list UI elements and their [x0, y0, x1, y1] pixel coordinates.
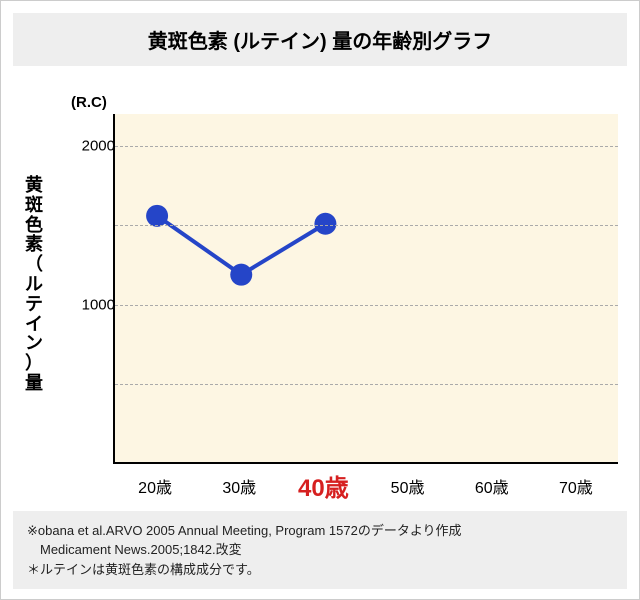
- x-tick-label: 20歳: [138, 474, 172, 498]
- y-unit-label: (R.C): [71, 94, 107, 111]
- footnote-line-1: ※obana et al.ARVO 2005 Annual Meeting, P…: [27, 521, 613, 541]
- x-tick-label: 70歳: [559, 474, 593, 498]
- chart-title: 黄斑色素 (ルテイン) 量の年齢別グラフ: [13, 25, 627, 54]
- series-marker: [230, 264, 252, 286]
- footnote-line-3: ＊ルテインは黄斑色素の構成成分です。: [27, 560, 613, 580]
- gridline: [115, 384, 618, 385]
- y-tick-label: 2000: [82, 137, 115, 154]
- footnote-line-2: Medicament News.2005;1842.改変: [27, 540, 613, 560]
- footnote: ※obana et al.ARVO 2005 Annual Meeting, P…: [13, 511, 627, 590]
- series-marker: [314, 213, 336, 235]
- title-bar: 黄斑色素 (ルテイン) 量の年齢別グラフ: [13, 13, 627, 66]
- plot-area: [113, 114, 618, 464]
- x-tick-label: 60歳: [475, 474, 509, 498]
- y-tick-label: 1000: [82, 296, 115, 313]
- y-axis-label: 黄斑色素（ルテイン）量: [23, 176, 45, 394]
- x-tick-label: 50歳: [391, 474, 425, 498]
- gridline: [115, 225, 618, 226]
- x-tick-label: 30歳: [222, 474, 256, 498]
- gridline: [115, 305, 618, 306]
- series-svg: [115, 114, 618, 462]
- series-marker: [146, 205, 168, 227]
- chart-area: (R.C) 黄斑色素（ルテイン）量 1000 2000 20歳 30歳 40歳 50歳 60…: [13, 86, 627, 516]
- gridline: [115, 146, 618, 147]
- x-tick-label: 40歳: [298, 468, 349, 503]
